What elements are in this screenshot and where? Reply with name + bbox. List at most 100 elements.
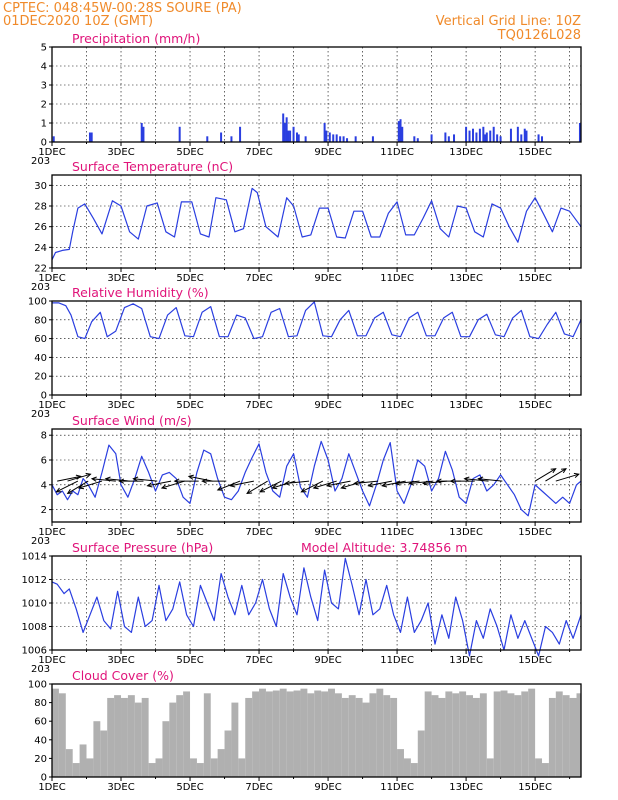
wind-vector-shaft xyxy=(409,480,434,484)
x-tick-label: 9DEC xyxy=(314,273,341,284)
wind-vector xyxy=(216,480,241,491)
x-tick-label: 15DEC xyxy=(518,273,552,284)
wind-vector xyxy=(463,476,489,482)
cloud-column xyxy=(100,730,108,777)
cloud-column xyxy=(196,763,204,777)
cloud-column xyxy=(459,691,467,777)
panel-precip: 0 1 2 3 4 5 1DEC 3DEC 5DEC 7DEC 9DEC 11DEC 13DEC 15DE… xyxy=(31,31,582,167)
x-tick-label: 7DEC xyxy=(245,655,272,666)
cloud-column xyxy=(466,695,473,777)
cloud-column xyxy=(127,695,135,777)
precip-bar xyxy=(282,113,285,142)
x-tick-label: 15DEC xyxy=(518,527,552,538)
x-tick-label: 5DEC xyxy=(176,400,203,411)
cloud-column xyxy=(417,730,425,777)
wind-vector-shaft xyxy=(326,480,351,487)
wind-vector-shaft xyxy=(478,478,503,482)
cloud-column xyxy=(445,691,453,777)
cloud-column xyxy=(528,688,536,777)
precip-bar xyxy=(525,130,528,142)
wind-vector-head xyxy=(353,480,360,486)
cloud-title: Cloud Cover (%) xyxy=(72,668,174,683)
wind-vector-shaft xyxy=(259,480,282,493)
wind-vector-shaft xyxy=(230,480,254,487)
cloud-column xyxy=(65,749,73,777)
wind-vector-head xyxy=(381,482,388,488)
precip-bar xyxy=(485,132,488,142)
wind-vector-shaft xyxy=(246,480,268,494)
x-tick-label: 13DEC xyxy=(449,273,483,284)
wind-vector-head xyxy=(55,487,62,493)
y-tick-label: 24 xyxy=(34,243,47,254)
wind-vector-head xyxy=(201,478,208,484)
x-tick-label: 1DEC xyxy=(38,400,65,411)
x-tick-label: 11DEC xyxy=(380,273,414,284)
y-tick-label: 8 xyxy=(41,431,47,442)
precip-bar xyxy=(475,132,478,142)
wind-vector-shaft xyxy=(91,478,116,482)
cloud-column xyxy=(369,693,377,777)
cloud-column xyxy=(52,688,59,777)
cloud-column xyxy=(155,758,163,777)
header-grid-line: Vertical Grid Line: 10Z xyxy=(436,14,581,29)
precip-bar xyxy=(453,134,456,142)
wind-vector xyxy=(545,468,567,482)
cloud-column xyxy=(203,693,211,777)
x-tick-label: 15DEC xyxy=(518,655,552,666)
wind-vector-shaft xyxy=(56,480,79,493)
precip-bar xyxy=(283,123,286,142)
precip-bar xyxy=(220,132,223,142)
panel-frame xyxy=(51,428,582,523)
cloud-column xyxy=(514,695,522,777)
y-tick-label: 5 xyxy=(41,43,47,54)
x-tick-label: 5DEC xyxy=(176,147,203,158)
precip-bar xyxy=(471,128,474,142)
wind-vector xyxy=(284,480,310,486)
precip-bar xyxy=(413,136,416,142)
x-year-fragment: 203 xyxy=(31,664,50,675)
cloud-column xyxy=(210,758,218,777)
x-tick-label: 11DEC xyxy=(380,147,414,158)
cloud-column xyxy=(183,691,191,777)
wind-vector-head xyxy=(173,478,180,484)
cloud-column xyxy=(472,697,480,777)
wind-vector xyxy=(381,480,406,488)
wind-vector-shaft xyxy=(188,475,213,482)
y-tick-label: 1008 xyxy=(22,622,47,633)
wind-vector xyxy=(187,474,213,482)
wind-vector-head xyxy=(271,484,278,490)
cloud-column xyxy=(265,691,273,777)
cloud-column xyxy=(507,693,515,777)
wind-vector-shaft xyxy=(545,468,567,482)
wind-vector-head xyxy=(229,482,236,488)
wind-vector xyxy=(340,480,365,490)
temp-title: Surface Temperature (nC) xyxy=(72,159,233,174)
wind-vector-head xyxy=(550,468,557,474)
cloud-column xyxy=(114,695,122,777)
cloud-column xyxy=(486,758,494,777)
wind-vector xyxy=(55,480,79,493)
x-tick-label: 7DEC xyxy=(245,147,272,158)
x-tick-label: 9DEC xyxy=(314,655,341,666)
y-tick-label: 0 xyxy=(41,391,47,402)
precip-bar xyxy=(292,126,295,142)
wind-vector-head xyxy=(216,485,223,491)
x-tick-label: 15DEC xyxy=(518,147,552,158)
cloud-column xyxy=(500,690,508,777)
x-tick-label: 11DEC xyxy=(380,655,414,666)
wind-vector xyxy=(160,480,185,490)
y-tick-label: 20 xyxy=(34,754,47,765)
precip-bar xyxy=(523,128,526,142)
x-tick-label: 3DEC xyxy=(107,527,134,538)
precip-bar xyxy=(482,126,485,142)
wind-vector xyxy=(367,480,392,488)
x-tick-label: 5DEC xyxy=(176,782,203,793)
x-tick-label: 11DEC xyxy=(380,400,414,411)
wind-vector xyxy=(477,476,503,482)
precip-bar xyxy=(430,134,433,142)
cloud-column xyxy=(272,690,280,777)
panel-wind: 2 4 6 8 1DEC 3DEC 5DEC 7DEC 9DEC 11DEC 13DEC 15DEC 2… xyxy=(31,413,582,547)
precip-bar xyxy=(339,136,342,142)
cloud-column xyxy=(245,697,253,777)
